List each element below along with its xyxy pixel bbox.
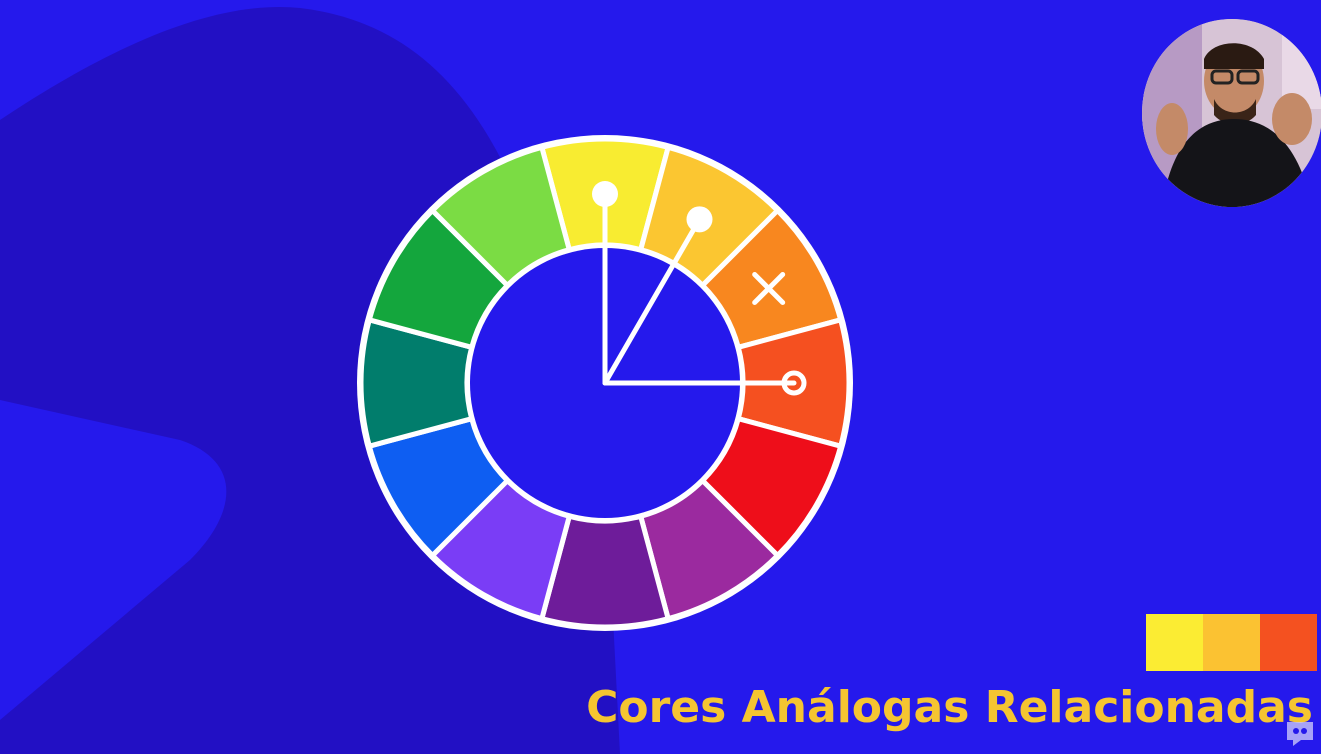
selection-knob-yellow (592, 181, 618, 207)
selection-knob-yellow-orange (686, 206, 713, 233)
slide-title: Cores Análogas Relacionadas (586, 682, 1313, 733)
x-mark-icon (752, 272, 786, 305)
presenter-webcam (1142, 19, 1321, 207)
background-arrow-shape (0, 400, 227, 720)
swatch-red-orange (1260, 614, 1317, 671)
analogous-swatch-strip (1146, 614, 1317, 671)
pointer-line-yellow-orange (602, 216, 702, 386)
selection-knob-red-orange (781, 370, 807, 396)
channel-logo-icon (1287, 722, 1313, 746)
swatch-yellow-orange (1203, 614, 1260, 671)
swatch-yellow (1146, 614, 1203, 671)
wheel-segment-yellow-green (429, 144, 572, 288)
presenter-webcam-icon (1142, 19, 1321, 207)
